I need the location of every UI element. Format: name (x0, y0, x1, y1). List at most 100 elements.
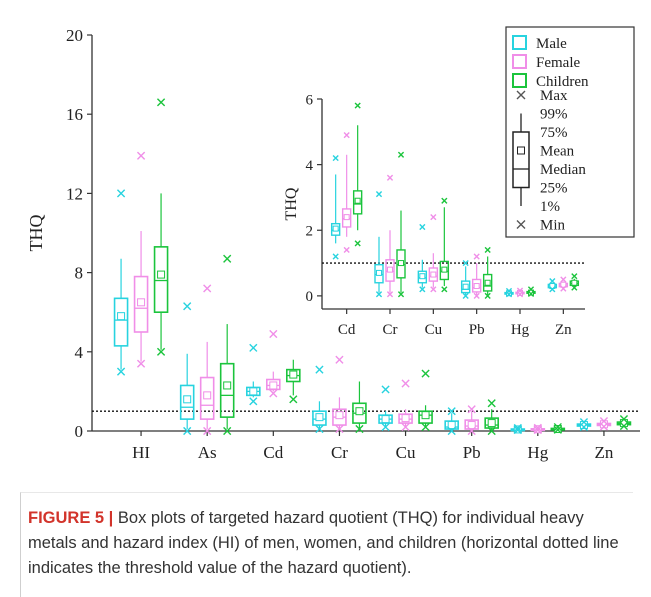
min-male-hg (505, 291, 513, 298)
min-male-pb (447, 426, 456, 436)
min-female-cd (269, 389, 278, 398)
caption-label: FIGURE 5 | (28, 509, 114, 527)
max-female-cr (386, 174, 394, 181)
legend-label-female: Female (536, 55, 580, 71)
min-male-cu (419, 286, 426, 293)
max-female-hg (533, 423, 542, 432)
mean-female-cu (430, 271, 437, 278)
max-children-cr (397, 151, 405, 158)
x-tick-label-cr: Cr (331, 443, 348, 462)
legend-stat-99pct: 99% (540, 107, 568, 123)
box-male-as (179, 384, 195, 420)
legend-max-marker (516, 90, 526, 100)
mean-female-hi (137, 298, 146, 307)
max-male-cr (315, 365, 324, 374)
min-male-cd (332, 253, 339, 260)
mean-children-cr (355, 407, 364, 416)
x-tick-label-hi: HI (132, 443, 150, 462)
mean-female-cr (335, 411, 344, 420)
box-male-cd (330, 222, 341, 236)
x-tick-label-cd: Cd (263, 443, 283, 462)
box-children-pb (482, 273, 493, 292)
box-female-cu (428, 267, 439, 282)
max-female-cd (269, 329, 278, 339)
min-male-pb (462, 292, 469, 299)
max-male-cu (381, 385, 390, 394)
max-male-hg (513, 423, 522, 433)
mean-female-pb (473, 283, 480, 290)
min-children-cu (441, 286, 448, 293)
min-male-zn (549, 286, 556, 293)
min-children-zn (619, 421, 629, 431)
max-children-pb (487, 399, 496, 408)
box-female-cd (341, 208, 352, 228)
min-female-cu (430, 286, 437, 293)
min-male-as (183, 426, 192, 436)
x-tick-label-zn: Zn (594, 443, 613, 462)
max-female-pb (473, 253, 480, 260)
max-children-hi (156, 98, 166, 107)
box-children-as (219, 362, 235, 418)
min-female-pb (473, 292, 480, 299)
min-children-as (223, 426, 232, 436)
min-female-cu (401, 422, 410, 432)
max-female-cr (335, 355, 344, 364)
mean-male-cr (315, 413, 324, 422)
mean-male-hi (117, 312, 126, 321)
legend-stat-min: Min (540, 218, 566, 234)
max-female-as (203, 284, 212, 293)
mean-children-cu (421, 411, 430, 420)
max-male-cu (419, 223, 426, 231)
box-children-cd (352, 190, 363, 215)
box-children-hi (153, 246, 169, 313)
box-male-cr (312, 410, 327, 426)
x-tick-label-pb: Pb (469, 322, 485, 338)
legend-stat-1pct: 1% (540, 199, 560, 215)
max-children-hg (553, 422, 562, 432)
mean-children-cd (354, 197, 361, 204)
legend-box (512, 131, 530, 189)
legend-stat-max: Max (540, 88, 568, 104)
max-male-hi (116, 189, 126, 198)
x-tick-label-hg: Hg (511, 322, 530, 338)
mean-male-pb (462, 283, 469, 290)
min-male-cr (315, 424, 324, 434)
legend-stat-75pct: 75% (540, 125, 568, 141)
max-children-hg (527, 286, 535, 293)
legend-label-children: Children (536, 74, 589, 90)
caption-box (20, 492, 633, 597)
min-children-cd (354, 240, 361, 247)
max-male-pb (462, 259, 469, 267)
y-tick-label: 2 (306, 224, 314, 240)
box-children-cu (439, 260, 450, 281)
legend-min-marker (516, 220, 526, 229)
min-female-pb (467, 426, 476, 436)
x-tick-label-pb: Pb (463, 443, 481, 462)
mean-female-cd (343, 214, 350, 221)
mean-children-as (223, 381, 232, 390)
caption-text: Box plots of targeted hazard quotient (T… (28, 509, 619, 577)
min-female-cd (343, 246, 350, 254)
box-male-pb (460, 280, 471, 294)
min-children-cr (355, 424, 364, 434)
min-children-cu (421, 422, 430, 432)
min-female-cr (335, 424, 344, 434)
mean-male-as (183, 395, 192, 404)
figure-caption: FIGURE 5 | Box plots of targeted hazard … (28, 506, 628, 581)
max-female-zn (560, 276, 567, 283)
max-children-pb (484, 246, 491, 254)
legend-stat-mean: Mean (540, 144, 575, 160)
box-children-pb (484, 417, 499, 429)
mean-female-pb (467, 421, 476, 430)
max-children-cu (441, 197, 448, 204)
mean-male-cu (419, 273, 426, 280)
box-male-hi (113, 297, 129, 347)
min-female-hg (533, 425, 542, 435)
legend-stat-median: Median (540, 162, 586, 178)
y-tick-label: 8 (75, 264, 84, 283)
mean-children-cu (441, 266, 448, 273)
mean-male-cd (249, 387, 258, 396)
y-tick-label: 20 (66, 26, 83, 45)
